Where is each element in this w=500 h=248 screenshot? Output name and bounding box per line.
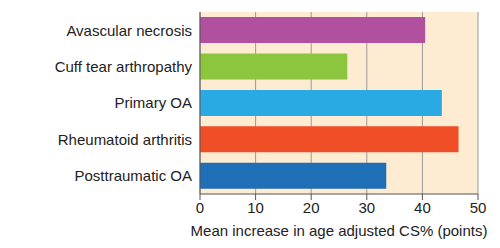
svg-text:Rheumatoid arthritis: Rheumatoid arthritis — [58, 131, 192, 148]
svg-text:Primary OA: Primary OA — [114, 94, 192, 111]
svg-text:40: 40 — [414, 199, 431, 216]
svg-text:Cuff tear arthropathy: Cuff tear arthropathy — [55, 58, 193, 75]
svg-text:0: 0 — [196, 199, 204, 216]
svg-text:Avascular necrosis: Avascular necrosis — [66, 22, 192, 39]
svg-text:20: 20 — [303, 199, 320, 216]
svg-text:Mean increase in age adjusted: Mean increase in age adjusted CS% (point… — [191, 222, 488, 239]
svg-text:Posttraumatic OA: Posttraumatic OA — [74, 167, 192, 184]
svg-text:10: 10 — [247, 199, 264, 216]
svg-text:30: 30 — [358, 199, 375, 216]
svg-text:50: 50 — [470, 199, 487, 216]
